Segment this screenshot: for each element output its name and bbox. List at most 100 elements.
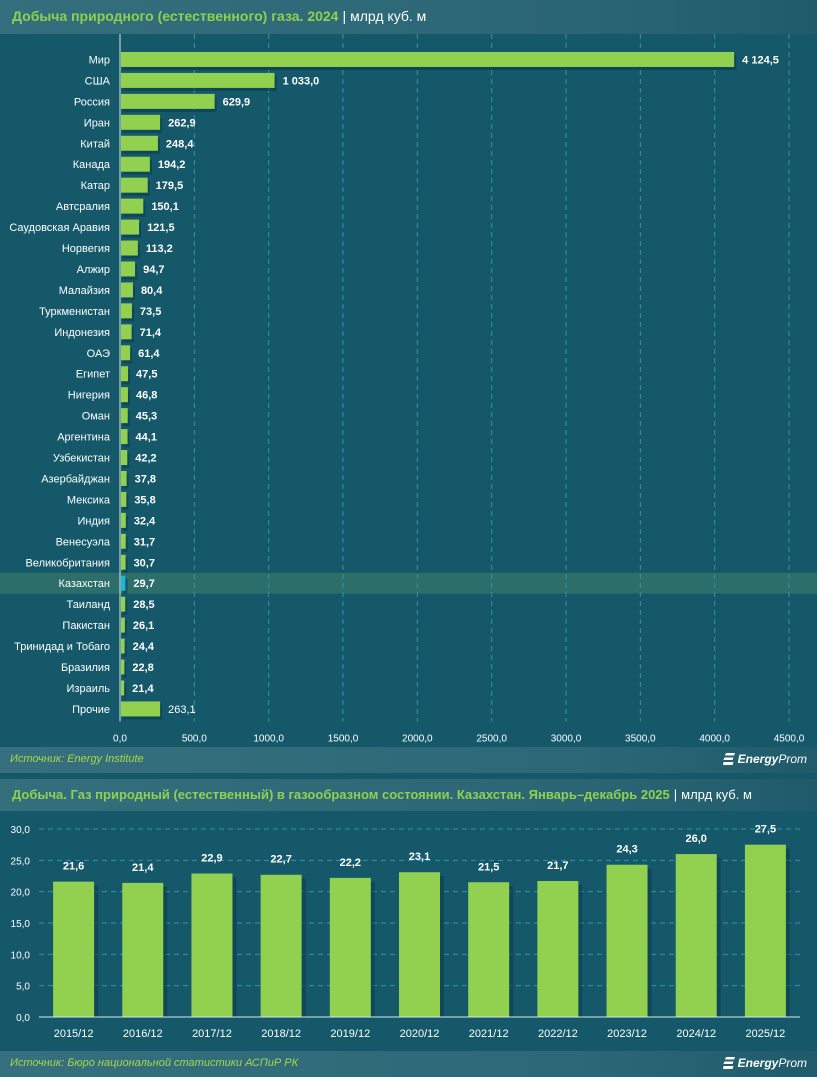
- bar: [121, 554, 126, 570]
- bar: [121, 408, 128, 424]
- energyprom-logo-icon: [722, 753, 735, 765]
- value-label: 26,0: [686, 833, 707, 845]
- category-label: Прочие: [72, 704, 110, 716]
- value-label: 262,9: [168, 117, 196, 129]
- category-label: Аргентина: [57, 432, 111, 444]
- bar: [121, 596, 126, 612]
- bar: [121, 470, 127, 486]
- bar: [121, 156, 150, 172]
- category-label: Индонезия: [54, 327, 110, 339]
- category-label: Пакистан: [62, 620, 110, 632]
- value-label: 194,2: [158, 159, 186, 171]
- y-tick-label: 25,0: [11, 856, 31, 867]
- category-label: Канада: [73, 159, 111, 171]
- energyprom-logo-icon: [722, 1057, 735, 1069]
- bar: [121, 701, 161, 717]
- value-label: 29,7: [133, 578, 154, 590]
- x-tick-label: 2016/12: [123, 1028, 163, 1040]
- x-tick-label: 0,0: [113, 733, 127, 744]
- chart2-unit: млрд куб. м: [681, 787, 752, 802]
- category-label: Венесуэла: [56, 536, 111, 548]
- x-tick-label: 2022/12: [538, 1028, 578, 1040]
- bar: [121, 429, 128, 445]
- x-tick-label: 2000,0: [402, 733, 433, 744]
- value-label: 45,3: [136, 411, 157, 423]
- bar: [121, 261, 136, 277]
- bar: [191, 873, 233, 1017]
- value-label: 4 124,5: [742, 54, 779, 66]
- title-separator: |: [342, 8, 347, 24]
- value-label: 1 033,0: [283, 75, 320, 87]
- chart1-horizontal-bar-chart: Мир 4 124,5 США 1 033,0 Россия 629,9 Иран 262,9…: [0, 34, 817, 744]
- bar: [675, 854, 717, 1017]
- x-tick-label: 4500,0: [774, 733, 805, 744]
- category-label: Китай: [80, 138, 110, 150]
- category-label: Оман: [82, 411, 110, 423]
- category-label: Азербайджан: [41, 473, 110, 485]
- value-label: 179,5: [156, 180, 184, 192]
- chart1-title: Добыча природного (естественного) газа. …: [12, 8, 339, 24]
- value-label: 629,9: [223, 96, 251, 108]
- value-label: 21,6: [63, 861, 84, 873]
- category-label: Автсралия: [56, 201, 110, 213]
- category-label: Россия: [74, 96, 110, 108]
- bar: [121, 345, 131, 361]
- chart2-title: Добыча. Газ природный (естественный) в г…: [12, 787, 670, 802]
- value-label: 44,1: [136, 432, 157, 444]
- value-label: 22,7: [270, 854, 291, 866]
- bar: [121, 324, 132, 340]
- value-label: 61,4: [138, 348, 160, 360]
- category-label: Израиль: [67, 683, 111, 695]
- value-label: 31,7: [134, 536, 155, 548]
- bar: [121, 659, 125, 675]
- category-label: США: [85, 75, 111, 87]
- bar: [121, 93, 215, 109]
- value-label: 248,4: [166, 138, 194, 150]
- logo-text-energy: Energy: [737, 1056, 779, 1070]
- x-tick-label: 2024/12: [676, 1028, 716, 1040]
- category-label: Узбекистан: [53, 453, 110, 465]
- value-label: 113,2: [146, 243, 173, 255]
- bar: [121, 303, 132, 319]
- value-label: 80,4: [141, 285, 163, 297]
- bar: [606, 864, 648, 1017]
- bar-shadow: [123, 641, 127, 657]
- bar: [121, 680, 125, 696]
- chart1-title-line: Добыча природного (естественного) газа. …: [12, 8, 426, 24]
- bar: [468, 882, 510, 1017]
- bar: [53, 881, 95, 1017]
- title-separator: |: [673, 787, 678, 802]
- bar: [121, 177, 148, 193]
- chart1-source-bar: Источник: Energy Institute Energy Prom: [0, 747, 817, 773]
- value-label: 46,8: [136, 390, 157, 402]
- value-label: 22,8: [132, 662, 153, 674]
- y-tick-label: 15,0: [11, 919, 31, 930]
- value-label: 42,2: [135, 453, 156, 465]
- bar: [121, 240, 138, 256]
- value-label: 22,9: [201, 852, 222, 864]
- category-label: Иран: [84, 117, 110, 129]
- category-label: Таиланд: [66, 599, 110, 611]
- value-label: 21,5: [478, 861, 499, 873]
- category-label: Бразилия: [61, 662, 110, 674]
- x-tick-label: 3000,0: [551, 733, 582, 744]
- chart1-header: Добыча природного (естественного) газа. …: [0, 0, 817, 34]
- x-tick-label: 2025/12: [746, 1028, 786, 1040]
- bar: [537, 881, 579, 1017]
- bar: [121, 638, 125, 654]
- value-label: 21,4: [132, 683, 154, 695]
- chart2-source-text: Источник: Бюро национальной статистики А…: [10, 1057, 299, 1069]
- bar: [122, 882, 164, 1017]
- chart1-source-text: Источник: Energy Institute: [10, 753, 144, 765]
- value-label: 28,5: [133, 599, 154, 611]
- x-tick-label: 3500,0: [625, 733, 656, 744]
- logo-text-prom: Prom: [778, 1056, 807, 1070]
- category-label: ОАЭ: [87, 348, 110, 360]
- value-label: 23,1: [409, 851, 430, 863]
- value-label: 21,7: [547, 860, 568, 872]
- value-label: 30,7: [134, 557, 155, 569]
- bar: [121, 198, 144, 214]
- bar: [121, 450, 128, 466]
- category-label: Тринидад и Тобаго: [14, 641, 110, 653]
- category-label: Норвегия: [62, 243, 110, 255]
